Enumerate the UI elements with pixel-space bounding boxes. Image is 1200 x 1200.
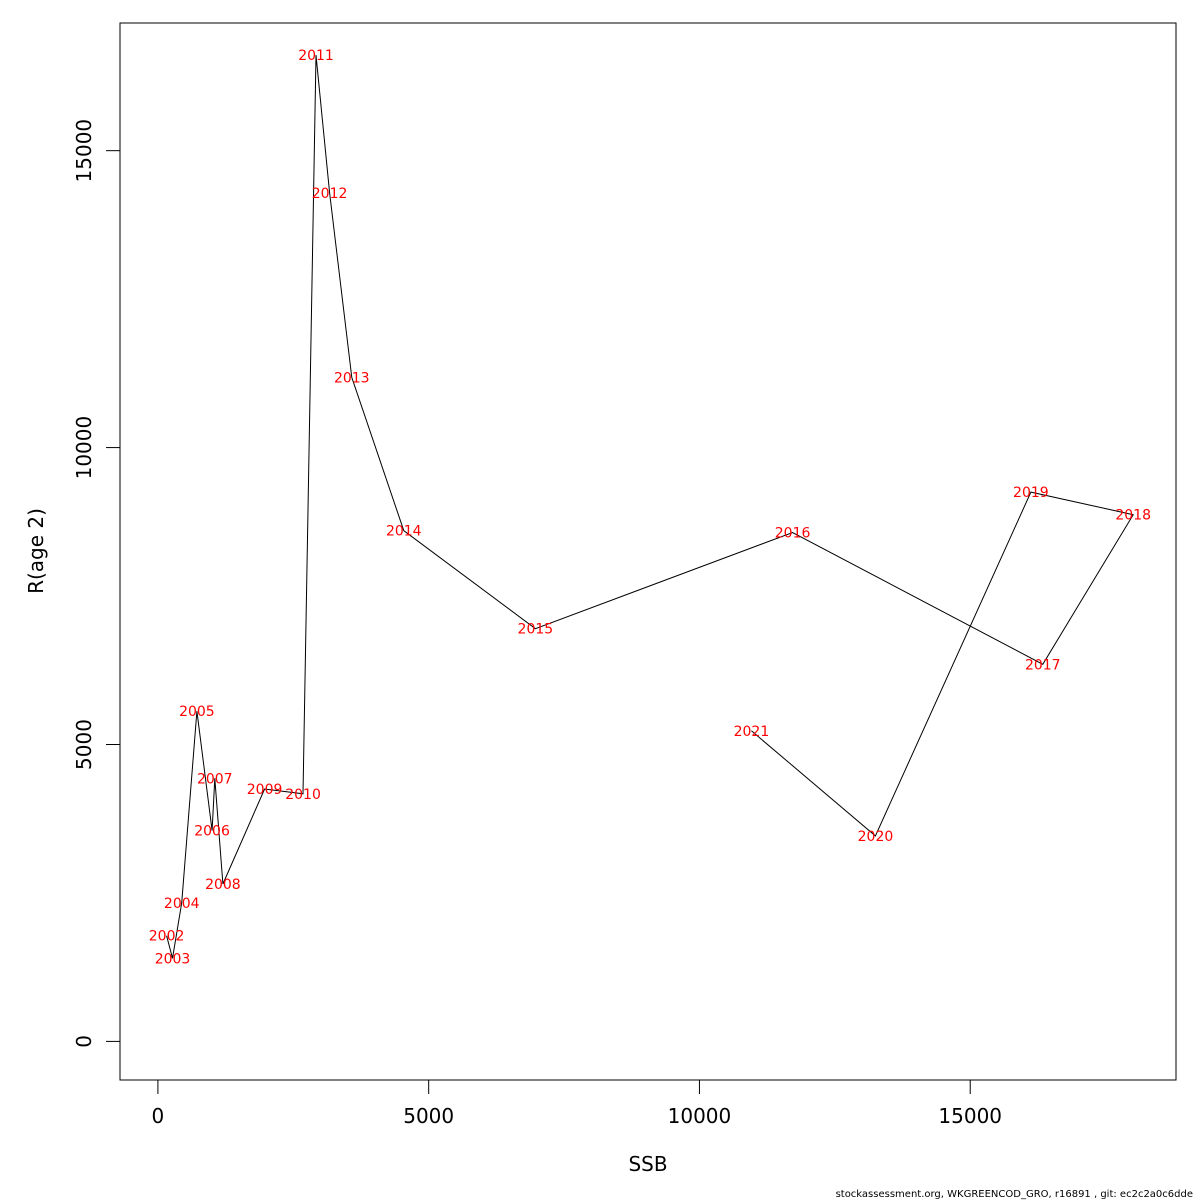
year-label-2010: 2010 xyxy=(285,787,321,803)
year-label-2002: 2002 xyxy=(149,929,185,945)
year-label-2017: 2017 xyxy=(1025,657,1061,673)
y-axis: 0 5000 10000 15000 xyxy=(72,119,121,1048)
x-axis: 0 5000 10000 15000 xyxy=(152,1079,1002,1128)
year-label-2008: 2008 xyxy=(205,877,241,893)
y-tick-label: 0 xyxy=(72,1035,96,1048)
plot-frame xyxy=(119,22,1177,1081)
year-label-2005: 2005 xyxy=(179,704,215,720)
x-tick-label: 0 xyxy=(152,1104,165,1128)
x-axis-label: SSB xyxy=(628,1152,667,1176)
x-tick-label: 10000 xyxy=(668,1104,732,1128)
year-label-2020: 2020 xyxy=(858,829,894,845)
y-tick-label: 15000 xyxy=(72,119,96,183)
year-label-2011: 2011 xyxy=(298,48,334,64)
year-label-2012: 2012 xyxy=(312,186,348,202)
year-label-2016: 2016 xyxy=(775,525,811,541)
y-tick-label: 10000 xyxy=(72,416,96,480)
year-label-2014: 2014 xyxy=(386,524,422,540)
year-label-2009: 2009 xyxy=(247,782,283,798)
year-label-2013: 2013 xyxy=(334,371,370,387)
year-label-2003: 2003 xyxy=(155,951,191,967)
footer-text: stockassessment.org, WKGREENCOD_GRO, r16… xyxy=(836,1189,1193,1200)
year-labels: 2002 2003 2004 2005 2006 2007 2008 2009 2010 2011… xyxy=(149,48,1151,967)
year-label-2021: 2021 xyxy=(734,724,770,740)
x-tick-label: 15000 xyxy=(938,1104,1002,1128)
year-label-2015: 2015 xyxy=(518,622,554,638)
y-tick-label: 5000 xyxy=(72,719,96,770)
year-label-2018: 2018 xyxy=(1115,508,1151,524)
x-tick-label: 5000 xyxy=(403,1104,454,1128)
year-label-2019: 2019 xyxy=(1013,485,1049,501)
year-label-2004: 2004 xyxy=(164,896,200,912)
y-axis-label: R(age 2) xyxy=(24,508,48,594)
year-label-2006: 2006 xyxy=(194,824,230,840)
series-line xyxy=(166,55,1134,959)
year-label-2007: 2007 xyxy=(197,771,233,787)
